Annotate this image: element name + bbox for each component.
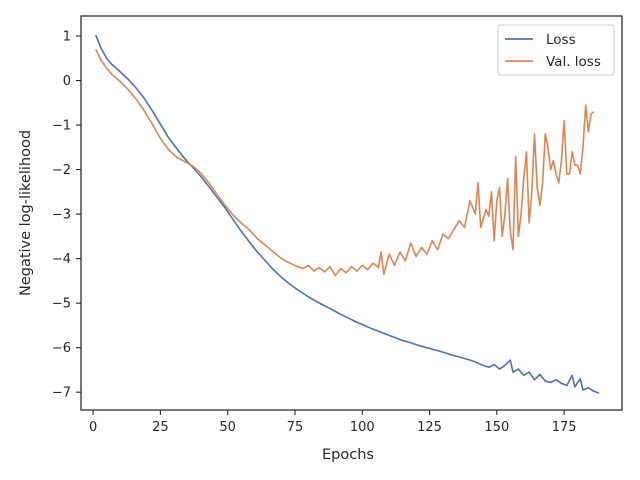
y-ticks: 1 0 −1 −2 −3 −4 −5 −6 −7: [52, 30, 81, 401]
y-tick-label: −6: [52, 341, 71, 356]
series-line-loss: [95, 34, 600, 394]
legend-box: [497, 24, 615, 76]
x-tick-label: 175: [552, 420, 577, 435]
series-line-val-loss: [95, 49, 595, 277]
x-tick-label: 50: [219, 420, 236, 435]
y-tick-label: −5: [52, 297, 71, 312]
x-tick-label: 0: [89, 420, 97, 435]
x-ticks: 0 25 50 75 100 125 150 175: [89, 410, 577, 435]
x-tick-label: 100: [350, 420, 375, 435]
y-tick-label: 0: [63, 74, 71, 89]
y-tick-label: −7: [52, 386, 71, 401]
x-tick-label: 125: [417, 420, 442, 435]
legend-label-loss: Loss: [546, 32, 576, 48]
y-tick-label: −4: [52, 252, 71, 267]
axes-frame: [80, 15, 623, 411]
x-tick-label: 150: [484, 420, 509, 435]
legend-label-val-loss: Val. loss: [546, 54, 601, 70]
y-tick-label: −3: [52, 208, 71, 223]
legend: Loss Val. loss: [497, 24, 615, 76]
y-tick-label: 1: [63, 30, 71, 45]
plot-lines: [95, 34, 600, 394]
x-tick-label: 25: [152, 420, 169, 435]
y-tick-label: −1: [52, 119, 71, 134]
y-axis-label: Negative log-likelihood: [18, 130, 34, 296]
x-axis-label: Epochs: [322, 447, 374, 463]
y-tick-label: −2: [52, 163, 71, 178]
x-tick-label: 75: [287, 420, 304, 435]
